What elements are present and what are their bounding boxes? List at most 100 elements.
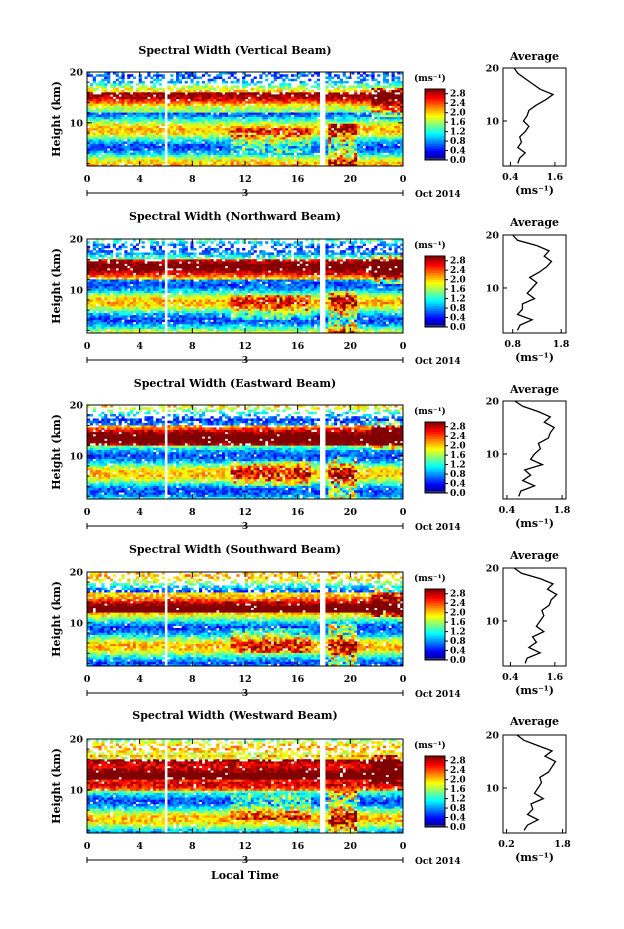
heatmap-cell: [362, 101, 366, 104]
heatmap-cell: [219, 127, 223, 131]
heatmap-cell: [178, 72, 183, 75]
colorbar-step: [425, 91, 445, 95]
heatmap-cell: [109, 315, 114, 318]
heatmap-cell: [130, 270, 134, 273]
heatmap-cell: [155, 127, 160, 131]
heatmap-cell: [354, 80, 358, 84]
heatmap-cell: [388, 112, 392, 115]
heatmap-cell: [147, 152, 151, 156]
heatmap-cell: [334, 92, 338, 95]
heatmap-cell: [121, 107, 125, 111]
heatmap-cell: [357, 150, 361, 153]
heatmap-cell: [377, 139, 381, 142]
heatmap-cell: [359, 80, 364, 84]
heatmap-cell: [161, 283, 165, 287]
heatmap-cell: [155, 78, 160, 82]
heatmap-cell: [305, 107, 309, 111]
heatmap-cell: [374, 154, 378, 158]
heatmap-cell: [115, 254, 119, 258]
heatmap-cell: [213, 145, 217, 149]
heatmap-cell: [147, 281, 151, 285]
heatmap-cell: [167, 143, 171, 147]
heatmap-cell: [101, 78, 105, 82]
heatmap-cell: [87, 163, 91, 167]
heatmap-cell: [236, 154, 240, 158]
heatmap-cell: [219, 132, 223, 135]
heatmap-cell: [104, 281, 108, 285]
heatmap-cell: [245, 132, 249, 135]
heatmap-cell: [130, 110, 134, 113]
heatmap-cell: [233, 110, 237, 113]
heatmap-cell: [199, 163, 203, 167]
heatmap-cell: [193, 74, 197, 77]
heatmap-cell: [359, 74, 364, 77]
heatmap-cell: [95, 103, 99, 106]
heatmap-cell: [153, 98, 157, 102]
heatmap-cell: [89, 328, 94, 332]
heatmap-cell: [210, 107, 214, 111]
heatmap-cell: [227, 159, 231, 162]
heatmap-cell: [276, 134, 280, 138]
heatmap-cell: [380, 110, 384, 113]
heatmap-cell: [267, 112, 272, 115]
heatmap-cell: [101, 127, 105, 131]
heatmap-cell: [348, 110, 352, 113]
heatmap-cell: [89, 83, 94, 86]
heatmap-cell: [233, 141, 237, 144]
heatmap-cell: [135, 87, 140, 91]
heatmap-cell: [270, 112, 275, 115]
heatmap-cell: [127, 306, 131, 309]
heatmap-cell: [144, 286, 148, 289]
heatmap-cell: [130, 148, 134, 151]
heatmap-cell: [247, 121, 252, 124]
heatmap-cell: [207, 119, 211, 122]
heatmap-cell: [250, 121, 254, 124]
heatmap-cell: [187, 136, 191, 140]
heatmap-cell: [216, 159, 220, 162]
heatmap-cell: [141, 92, 145, 95]
heatmap-cell: [374, 159, 378, 162]
heatmap-cell: [153, 74, 157, 77]
heatmap-cell: [161, 89, 165, 93]
heatmap-cell: [296, 163, 300, 167]
heatmap-cell: [224, 130, 229, 133]
heatmap-cell: [187, 159, 191, 162]
heatmap-cell: [135, 130, 140, 133]
heatmap-cell: [190, 132, 194, 135]
heatmap-cell: [115, 148, 119, 151]
heatmap-cell: [107, 125, 111, 129]
heatmap-cell: [138, 299, 142, 302]
heatmap-cell: [259, 152, 263, 156]
heatmap-cell: [391, 130, 395, 133]
heatmap-cell: [334, 139, 338, 142]
heatmap-cell: [184, 85, 188, 88]
heatmap-cell: [391, 152, 395, 156]
heatmap-cell: [127, 290, 131, 294]
heatmap-cell: [224, 123, 229, 127]
heatmap-cell: [201, 103, 206, 106]
heatmap-cell: [95, 315, 99, 318]
heatmap-cell: [115, 263, 119, 267]
heatmap-cell: [282, 134, 286, 138]
heatmap-cell: [256, 107, 260, 111]
heatmap-cell: [184, 110, 188, 113]
heatmap-cell: [342, 110, 346, 113]
heatmap-cell: [147, 277, 151, 280]
heatmap-cell: [127, 299, 131, 302]
heatmap-cell: [328, 152, 332, 156]
heatmap-cell: [167, 281, 171, 285]
heatmap-cell: [115, 161, 119, 165]
heatmap-cell: [147, 270, 151, 273]
heatmap-cell: [127, 252, 131, 255]
heatmap-cell: [207, 105, 211, 109]
heatmap-cell: [92, 310, 96, 314]
heatmap-cell: [196, 141, 200, 144]
heatmap-cell: [219, 139, 223, 142]
heatmap-cell: [89, 98, 94, 102]
heatmap-cell: [233, 107, 237, 111]
heatmap-cell: [216, 119, 220, 122]
heatmap-cell: [230, 110, 234, 113]
heatmap-cell: [282, 96, 286, 100]
heatmap-cell: [101, 161, 105, 165]
heatmap-cell: [199, 145, 203, 149]
